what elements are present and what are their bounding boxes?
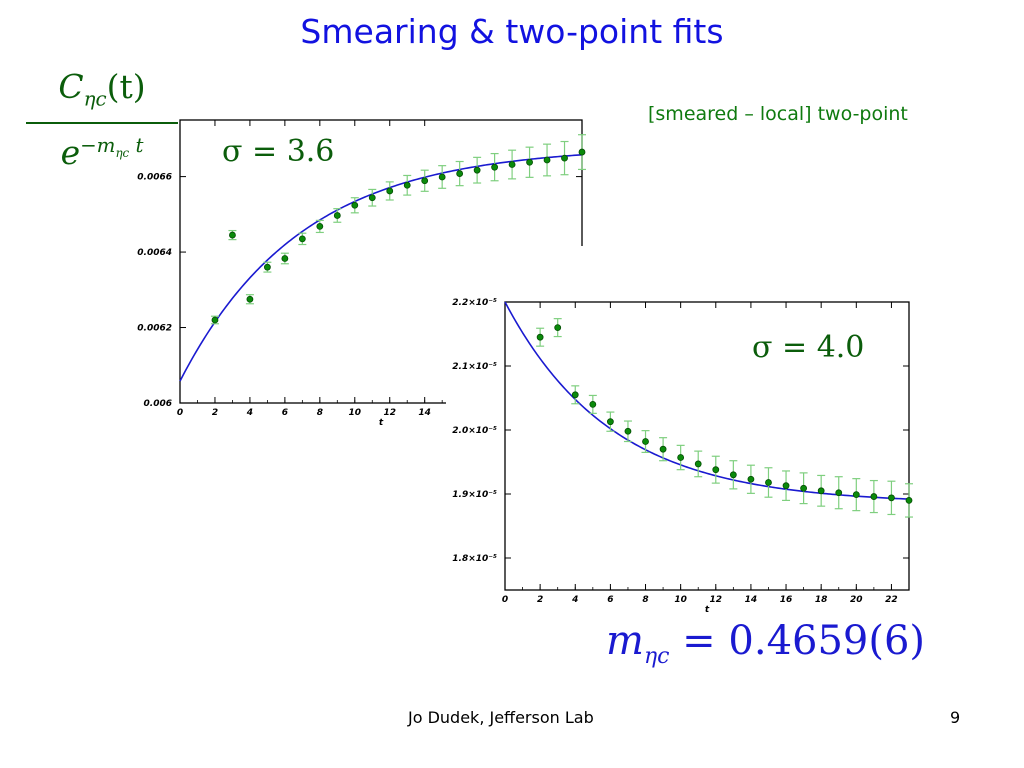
x-tick-label: 0: [177, 408, 183, 418]
data-point: [852, 491, 860, 499]
plot-sigma-3-6: 0 2 4 6 8 10 12 14 t 0.006 0.0062 0.0064 0.0066: [137, 119, 586, 428]
data-point: [456, 170, 464, 177]
y-tick-label: 0.006: [144, 399, 172, 409]
data-point: [800, 484, 808, 492]
data-point: [298, 235, 306, 243]
x-tick-label: 22: [885, 595, 898, 605]
ratio-formula: Cηc(t) e−mηc t: [22, 68, 182, 172]
plot-frame: [504, 301, 910, 591]
plot-sigma-4-0: 0 2 4 6 8 10 12 14 16 18 20 22 t 1.8×10⁻⁵ 1.9×10⁻⁵ 2.0×…: [452, 298, 913, 615]
data-point: [526, 158, 533, 166]
y-tick-label: 1.8×10⁻⁵: [452, 554, 497, 564]
x-tick-label: 4: [246, 408, 253, 418]
x-tick-label: 12: [383, 408, 396, 418]
page-number: 9: [950, 708, 961, 727]
data-point: [729, 471, 737, 479]
data-point: [765, 479, 772, 486]
data-point: [694, 460, 702, 468]
data-point: [536, 333, 544, 341]
data-point: [421, 177, 429, 185]
x-tick-label: 10: [674, 595, 687, 605]
x-tick-label: 6: [607, 595, 613, 605]
data-point: [905, 496, 913, 504]
data-point: [403, 181, 411, 189]
data-point: [835, 489, 843, 497]
data-point: [333, 212, 341, 219]
fraction-bar: [26, 121, 178, 124]
data-point: [888, 494, 895, 502]
data-point: [712, 466, 720, 474]
slide-title: Smearing & two-point fits: [300, 12, 724, 51]
footer-author: Jo Dudek, Jefferson Lab: [408, 708, 594, 727]
x-tick-label: 16: [780, 595, 793, 605]
data-point: [554, 324, 562, 332]
x-tick-label: 18: [815, 595, 828, 605]
y-tick-label: 2.1×10⁻⁵: [452, 362, 497, 372]
data-point: [659, 445, 667, 453]
data-point: [281, 255, 289, 262]
data-point: [473, 166, 481, 174]
x-tick-label: 0: [502, 595, 508, 605]
x-axis-label: t: [379, 418, 384, 428]
data-point: [642, 438, 649, 445]
data-point: [368, 194, 376, 202]
data-point: [351, 201, 359, 209]
data-point: [589, 400, 597, 408]
data-point: [263, 263, 271, 271]
x-tick-label: 4: [571, 595, 578, 605]
x-tick-label: 12: [710, 595, 723, 605]
sigma-label-1: σ = 3.6: [222, 134, 335, 169]
x-tick-label: 2: [212, 408, 218, 418]
ratio-numerator: Cηc(t): [58, 67, 146, 111]
data-point: [747, 475, 755, 483]
y-tick-label: 0.0064: [137, 248, 172, 258]
fit-curve: [179, 153, 583, 382]
x-tick-label: 10: [349, 408, 362, 418]
x-tick-label: 2: [537, 595, 543, 605]
data-point: [606, 418, 614, 426]
data-point: [543, 156, 551, 164]
y-tick-label: 0.0066: [137, 173, 172, 183]
sigma-label-2: σ = 4.0: [752, 330, 865, 365]
plot-subtitle: [smeared – local] two-point: [648, 103, 908, 125]
y-tick-label: 1.9×10⁻⁵: [452, 490, 497, 500]
data-point: [491, 163, 499, 171]
data-point: [624, 427, 632, 435]
x-tick-label: 6: [282, 408, 288, 418]
data-point: [578, 148, 586, 156]
data-point: [870, 493, 878, 500]
data-point: [571, 391, 579, 399]
x-tick-label: 8: [317, 408, 323, 418]
x-tick-label: 14: [745, 595, 758, 605]
data-point: [229, 231, 236, 239]
data-point: [782, 482, 790, 490]
data-point: [386, 187, 394, 195]
ratio-denominator: e−mηc t: [60, 132, 144, 172]
data-point: [438, 173, 446, 181]
data-point: [561, 154, 568, 162]
y-tick-label: 0.0062: [137, 324, 172, 334]
data-point: [508, 161, 516, 168]
data-point: [246, 295, 254, 303]
data-point: [677, 454, 685, 461]
mass-result: mηc = 0.4659(6): [606, 618, 926, 669]
data-point: [817, 487, 825, 495]
data-point: [211, 316, 219, 324]
data-point: [316, 223, 324, 230]
y-tick-label: 2.0×10⁻⁵: [452, 426, 497, 436]
y-tick-label: 2.2×10⁻⁵: [452, 298, 497, 308]
x-tick-label: 20: [850, 595, 863, 605]
x-tick-label: 8: [642, 595, 648, 605]
x-axis-label: t: [705, 605, 710, 615]
x-tick-label: 14: [418, 408, 431, 418]
